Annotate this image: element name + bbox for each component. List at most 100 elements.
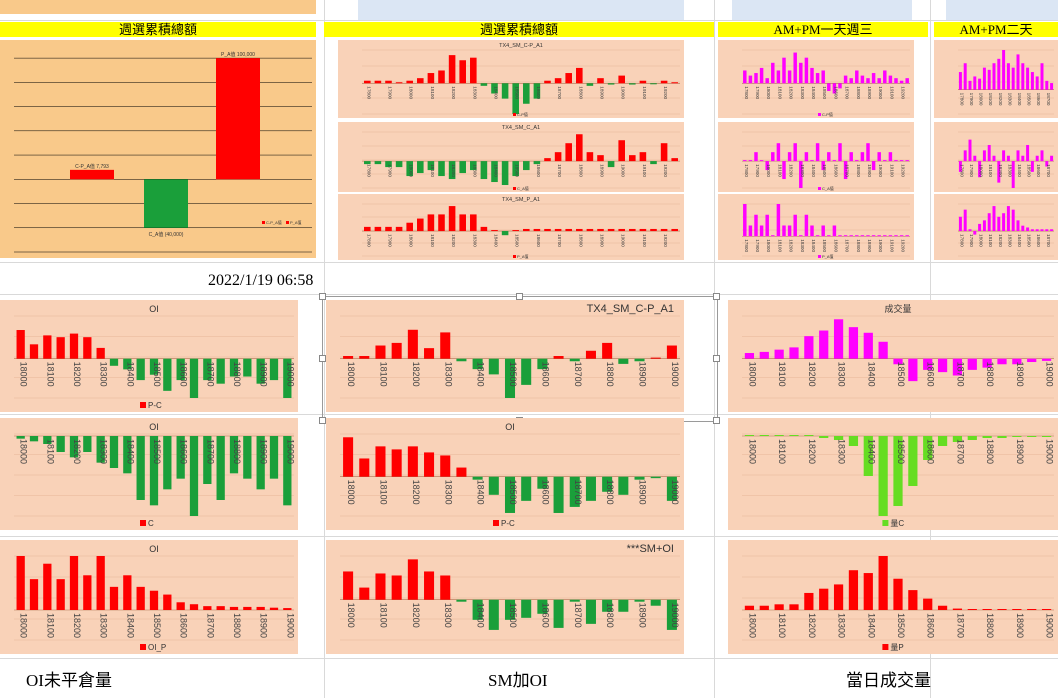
- bar[interactable]: [1045, 161, 1049, 167]
- bar[interactable]: [544, 80, 551, 84]
- bar[interactable]: [908, 436, 918, 486]
- bar[interactable]: [407, 559, 418, 600]
- bar[interactable]: [827, 83, 831, 91]
- bar[interactable]: [512, 83, 519, 114]
- bar[interactable]: [905, 235, 909, 237]
- bar[interactable]: [364, 80, 371, 84]
- bar[interactable]: [629, 228, 636, 232]
- bar[interactable]: [748, 225, 753, 237]
- bar[interactable]: [1030, 72, 1034, 90]
- bar[interactable]: [385, 161, 392, 168]
- bar[interactable]: [375, 573, 386, 600]
- bar[interactable]: [407, 446, 418, 477]
- bar[interactable]: [650, 599, 661, 606]
- bar[interactable]: [650, 161, 657, 165]
- bar[interactable]: [771, 62, 775, 84]
- bar[interactable]: [815, 235, 820, 237]
- bar[interactable]: [888, 75, 893, 84]
- bar[interactable]: [774, 604, 784, 610]
- bar[interactable]: [229, 358, 239, 377]
- selection-handle-br[interactable]: [713, 417, 720, 424]
- bar[interactable]: [833, 584, 844, 610]
- bar[interactable]: [759, 67, 764, 84]
- bar[interactable]: [833, 436, 844, 440]
- chart-oi-p-minus-c[interactable]: 18000 18100 18200 18300 18400 18500 18600 18700…: [0, 300, 298, 412]
- chart-tx4-sm-cp-a1-small[interactable]: 17800 17900 18000 18100 18200 18300 18400 18500…: [338, 40, 684, 118]
- bar[interactable]: [523, 161, 530, 171]
- bar[interactable]: [804, 592, 814, 610]
- bar[interactable]: [982, 609, 992, 610]
- bar[interactable]: [629, 155, 636, 162]
- bar[interactable]: [963, 209, 967, 232]
- bar[interactable]: [521, 599, 532, 618]
- bar[interactable]: [1030, 161, 1034, 172]
- bar[interactable]: [359, 587, 370, 600]
- bar[interactable]: [554, 228, 562, 232]
- bar[interactable]: [650, 83, 657, 85]
- chart-volume[interactable]: 18000 18100 18200 18300 18400 18500 18600 18700…: [728, 300, 1058, 412]
- bar[interactable]: [83, 575, 92, 610]
- bar[interactable]: [1040, 63, 1044, 90]
- chart-sm-plus-oi[interactable]: 18000 18100 18200 18300 18400 18500 18600 18700…: [326, 540, 684, 654]
- bar[interactable]: [521, 358, 532, 385]
- bar[interactable]: [395, 226, 403, 232]
- bar[interactable]: [569, 476, 580, 507]
- bar[interactable]: [607, 83, 615, 85]
- bar[interactable]: [815, 143, 820, 162]
- bar[interactable]: [597, 78, 604, 84]
- bar[interactable]: [810, 160, 814, 162]
- bar[interactable]: [1006, 63, 1010, 90]
- bar[interactable]: [899, 160, 904, 162]
- bar[interactable]: [607, 228, 615, 232]
- bar[interactable]: [406, 222, 413, 232]
- bar[interactable]: [269, 436, 279, 479]
- bar[interactable]: [754, 152, 758, 162]
- bar[interactable]: [793, 143, 797, 162]
- bar[interactable]: [417, 78, 424, 84]
- bar[interactable]: [660, 228, 668, 232]
- bar[interactable]: [883, 160, 887, 162]
- bar[interactable]: [554, 78, 562, 84]
- bar[interactable]: [963, 150, 967, 162]
- bar[interactable]: [216, 606, 225, 610]
- bar[interactable]: [776, 143, 781, 162]
- bar[interactable]: [491, 83, 498, 94]
- bar[interactable]: [1040, 150, 1044, 162]
- bar[interactable]: [748, 75, 753, 84]
- bar[interactable]: [958, 72, 962, 90]
- waterfall-bar[interactable]: [216, 58, 260, 180]
- bar[interactable]: [759, 435, 769, 436]
- bar[interactable]: [923, 358, 933, 370]
- bar[interactable]: [440, 332, 451, 359]
- bar[interactable]: [424, 348, 435, 359]
- bar[interactable]: [96, 556, 105, 610]
- bar[interactable]: [997, 161, 1001, 183]
- bar[interactable]: [544, 158, 551, 162]
- bar[interactable]: [1006, 155, 1010, 162]
- bar[interactable]: [660, 80, 668, 84]
- chart-volume-c[interactable]: 18000 18100 18200 18300 18400 18500 18600 18700…: [728, 418, 1058, 530]
- bar[interactable]: [1012, 358, 1022, 365]
- bar[interactable]: [504, 476, 516, 513]
- bar[interactable]: [1045, 80, 1049, 90]
- bar[interactable]: [569, 599, 580, 602]
- waterfall-bar[interactable]: [70, 169, 114, 180]
- bar[interactable]: [136, 586, 145, 610]
- bar[interactable]: [391, 342, 402, 359]
- chart-tx4-sm-c-a1-small[interactable]: 17800 17900 18000 18100 18200 18300 18400 18500…: [338, 122, 684, 192]
- bar[interactable]: [893, 578, 903, 610]
- bar[interactable]: [440, 575, 451, 600]
- bar[interactable]: [364, 226, 371, 232]
- bar[interactable]: [1030, 229, 1034, 232]
- bar[interactable]: [1041, 436, 1052, 437]
- bar[interactable]: [789, 604, 799, 610]
- bar[interactable]: [629, 83, 636, 85]
- bar[interactable]: [827, 235, 831, 237]
- bar[interactable]: [789, 435, 799, 436]
- bar[interactable]: [754, 73, 758, 84]
- bar[interactable]: [821, 225, 825, 237]
- selection-handle-tm[interactable]: [516, 293, 523, 300]
- bar[interactable]: [470, 57, 477, 84]
- bar[interactable]: [1011, 67, 1015, 90]
- bar[interactable]: [1041, 609, 1052, 610]
